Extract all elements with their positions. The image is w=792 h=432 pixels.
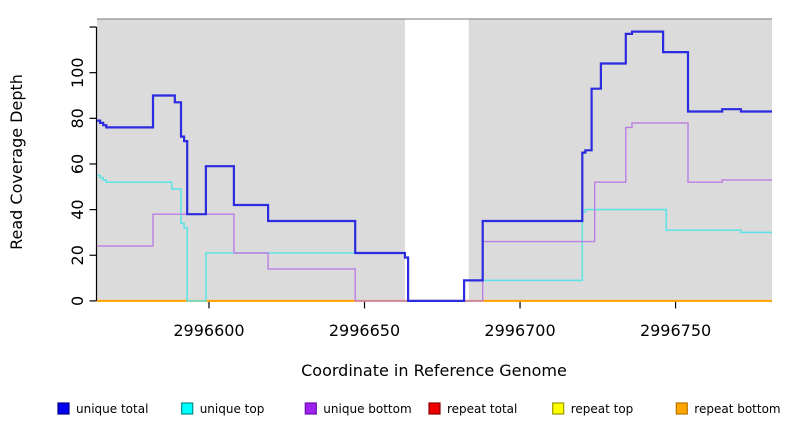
x-tick-label: 2996600	[173, 321, 244, 340]
y-axis-title: Read Coverage Depth	[7, 74, 26, 250]
legend-label-unique-top: unique top	[200, 402, 265, 416]
x-tick-label: 2996750	[640, 321, 711, 340]
legend-swatch-repeat-total	[428, 402, 441, 415]
legend-swatch-unique-top	[181, 402, 194, 415]
series-line-unique-total	[97, 30, 772, 302]
legend: unique total unique top unique bottom repea…	[57, 402, 781, 416]
panel-background-left	[97, 19, 405, 301]
x-axis-title: Coordinate in Reference Genome	[301, 361, 567, 380]
panel-background-right	[468, 19, 772, 301]
y-tick-label: 20	[68, 245, 87, 265]
panel-background-layer	[97, 18, 772, 301]
legend-swatch-unique-bottom	[304, 402, 317, 415]
y-tick-label: 100	[68, 57, 87, 88]
legend-label-repeat-bottom: repeat bottom	[694, 402, 780, 416]
legend-label-unique-total: unique total	[76, 402, 148, 416]
legend-swatch-repeat-top	[552, 402, 565, 415]
series-layer	[97, 30, 772, 302]
y-tick-label: 60	[68, 154, 87, 174]
y-tick-label: 0	[68, 296, 87, 306]
legend-swatch-repeat-bottom	[675, 402, 688, 415]
axis-layer: 0 20 40 60 80 100 2996600 2996650 2996700 2996750	[68, 26, 711, 340]
y-tick-label: 80	[68, 108, 87, 128]
gap-region	[404, 19, 469, 301]
legend-swatch-unique-total	[57, 402, 70, 415]
legend-label-unique-bottom: unique bottom	[323, 402, 411, 416]
legend-label-repeat-top: repeat top	[571, 402, 634, 416]
series-line-unique-bottom	[97, 122, 772, 302]
y-tick-label: 40	[68, 199, 87, 219]
x-tick-label: 2996650	[329, 321, 400, 340]
x-tick-label: 2996700	[484, 321, 555, 340]
series-line-unique-top	[97, 174, 772, 302]
legend-label-repeat-total: repeat total	[447, 402, 517, 416]
